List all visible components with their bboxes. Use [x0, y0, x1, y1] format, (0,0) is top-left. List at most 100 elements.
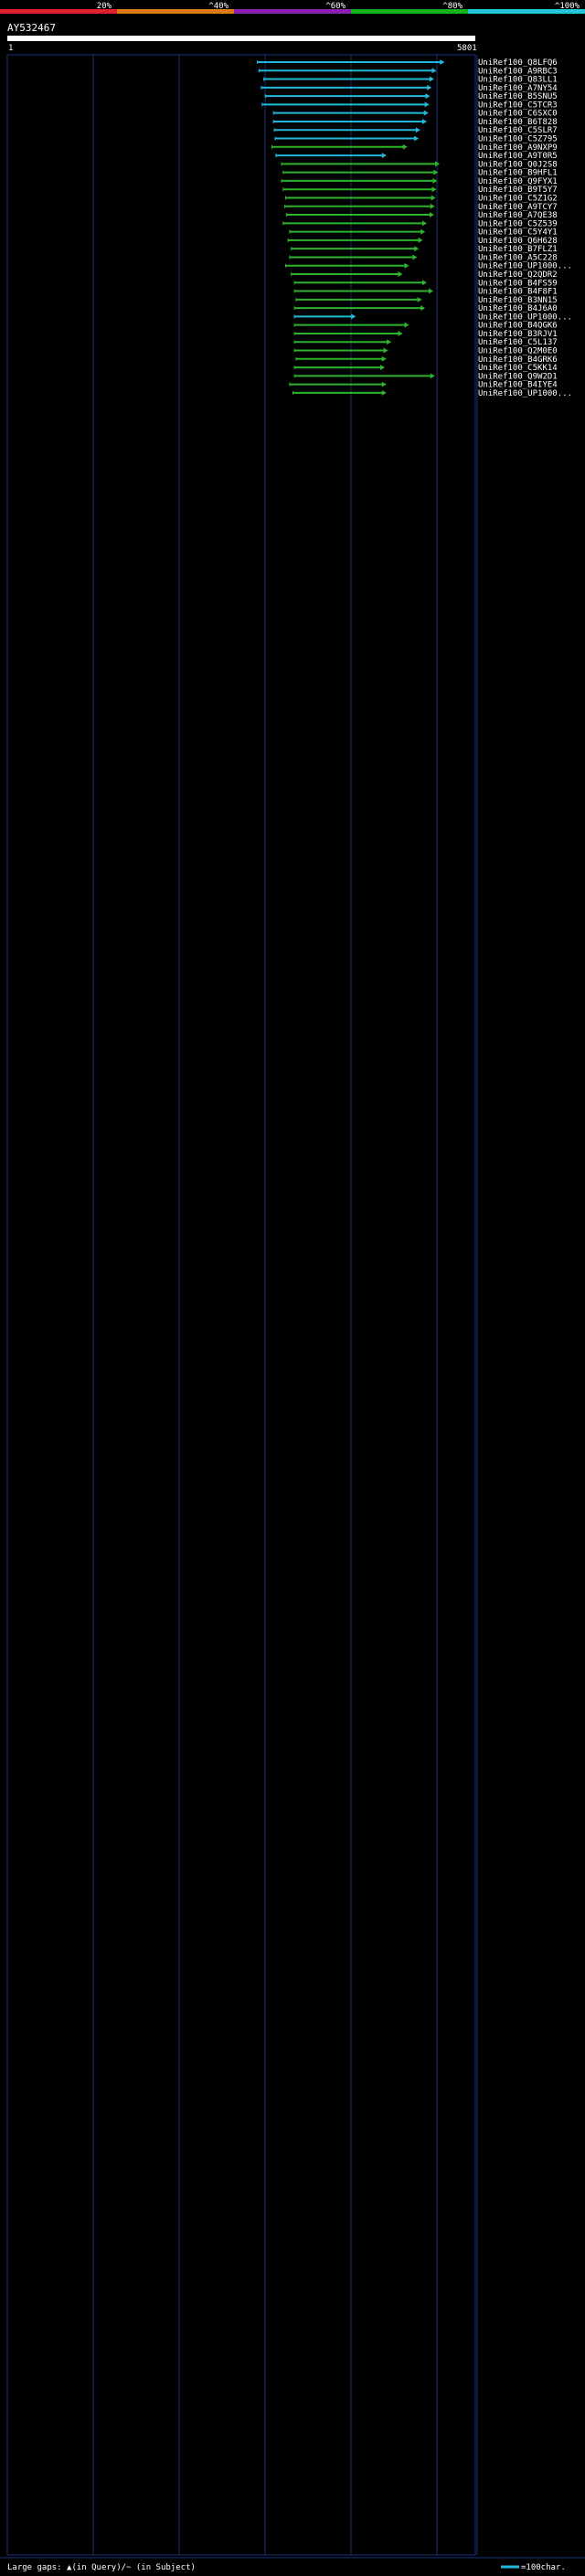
- hit-row: UniRef100_C5Z1G2: [284, 194, 558, 203]
- hit-label[interactable]: UniRef100_Q2QDR2: [478, 270, 558, 280]
- hit-label[interactable]: UniRef100_A9TCY7: [478, 203, 558, 212]
- hit-row: UniRef100_Q83LL1: [263, 76, 558, 85]
- hit-arrowhead: [412, 254, 418, 260]
- hit-row: UniRef100_A9NXP9: [271, 143, 558, 153]
- hit-row: UniRef100_B7FLZ1: [291, 245, 558, 254]
- hit-label[interactable]: UniRef100_B4QGK6: [478, 322, 558, 331]
- frame-border: [6, 54, 476, 2556]
- hit-label[interactable]: UniRef100_C6SXC0: [478, 110, 558, 119]
- hit-label[interactable]: UniRef100_A9NXP9: [478, 143, 558, 153]
- hit-arrowhead: [431, 68, 437, 74]
- hit-label[interactable]: UniRef100_C5Y4Y1: [478, 228, 558, 238]
- hit-label[interactable]: UniRef100_B9HFL1: [478, 169, 558, 178]
- hit-row: UniRef100_C5L137: [293, 338, 558, 347]
- hit-row: UniRef100_UP1000...: [284, 262, 572, 271]
- hit-arrowhead: [421, 220, 427, 227]
- identity-scale-bar: [0, 9, 585, 14]
- hit-row: UniRef100_Q0J2S8: [281, 160, 558, 169]
- hit-list: UniRef100_Q8LFQ6UniRef100_A9RBC3UniRef10…: [257, 58, 572, 398]
- hit-label[interactable]: UniRef100_Q0J2S8: [478, 160, 558, 169]
- hit-label[interactable]: UniRef100_A9T0R5: [478, 152, 558, 161]
- hit-arrowhead: [430, 373, 435, 379]
- hit-row: UniRef100_C5SLR7: [273, 126, 558, 135]
- hit-arrowhead: [431, 186, 437, 193]
- hit-label[interactable]: UniRef100_Q2M0E0: [478, 347, 558, 356]
- scale-tick-label: ^40%: [208, 2, 229, 11]
- legend-gaps: Large gaps: ▲(in Query)/~ (in Subject): [7, 2563, 196, 2572]
- hit-row: UniRef100_B9T5Y7: [282, 186, 558, 195]
- hit-label[interactable]: UniRef100_C5SLR7: [478, 126, 558, 135]
- hit-arrowhead: [402, 143, 408, 150]
- hit-row: UniRef100_C5Y4Y1: [289, 228, 558, 238]
- hit-label[interactable]: UniRef100_C5Z539: [478, 219, 558, 228]
- hit-label[interactable]: UniRef100_B4IYE4: [478, 381, 558, 390]
- hit-label[interactable]: UniRef100_A9RBC3: [478, 67, 558, 76]
- hit-label[interactable]: UniRef100_B7FLZ1: [478, 245, 558, 254]
- hit-label[interactable]: UniRef100_C5KK14: [478, 364, 558, 373]
- hit-row: UniRef100_B5SNU5: [264, 92, 558, 101]
- hit-row: UniRef100_C5Z539: [282, 219, 558, 228]
- hit-label[interactable]: UniRef100_Q6H628: [478, 237, 558, 246]
- hit-arrowhead: [404, 262, 410, 269]
- hit-label[interactable]: UniRef100_B6T828: [478, 118, 558, 127]
- hit-label[interactable]: UniRef100_UP1000...: [478, 313, 572, 322]
- hit-label[interactable]: UniRef100_Q9FYX1: [478, 177, 558, 186]
- scale-segment: [234, 9, 351, 14]
- hit-label[interactable]: UniRef100_A5C228: [478, 253, 558, 262]
- query-end: 5801: [457, 44, 477, 53]
- hit-label[interactable]: UniRef100_UP1000...: [478, 262, 572, 271]
- hit-arrowhead: [427, 84, 432, 90]
- plot-frame: [6, 54, 478, 2556]
- scale-segment: [468, 9, 585, 14]
- hit-label[interactable]: UniRef100_Q9W2D1: [478, 372, 558, 381]
- hit-label[interactable]: UniRef100_A7QE38: [478, 211, 558, 220]
- query-start: 1: [8, 44, 13, 53]
- hit-arrowhead: [420, 305, 426, 312]
- hit-label[interactable]: UniRef100_B4FS59: [478, 279, 558, 288]
- hit-label[interactable]: UniRef100_B9T5Y7: [478, 186, 558, 195]
- hit-row: UniRef100_A9T0R5: [275, 152, 558, 161]
- hit-label[interactable]: UniRef100_UP1000...: [478, 389, 572, 398]
- scale-tick-label: 20%: [97, 2, 112, 11]
- hit-arrowhead: [429, 76, 434, 82]
- hit-row: UniRef100_Q9FYX1: [281, 177, 558, 186]
- hit-label[interactable]: UniRef100_C5Z1G2: [478, 194, 558, 203]
- hit-label[interactable]: UniRef100_Q8LFQ6: [478, 58, 558, 68]
- hit-arrowhead: [431, 195, 436, 201]
- hit-label[interactable]: UniRef100_C5Z795: [478, 135, 558, 144]
- scale-segment: [351, 9, 468, 14]
- hit-row: UniRef100_B4J6A0: [293, 304, 558, 313]
- hit-arrowhead: [424, 101, 430, 108]
- query-name[interactable]: AY532467: [7, 22, 56, 34]
- scale-segment: [0, 9, 117, 14]
- hit-row: UniRef100_C5KK14: [293, 364, 558, 373]
- hit-row: UniRef100_B6T828: [272, 118, 558, 127]
- hit-label[interactable]: UniRef100_Q83LL1: [478, 76, 558, 85]
- hit-row: UniRef100_B4FS59: [293, 279, 558, 288]
- hit-label[interactable]: UniRef100_B4J6A0: [478, 304, 558, 313]
- hit-arrowhead: [414, 246, 420, 252]
- hit-row: UniRef100_C5TCR3: [261, 101, 558, 110]
- hit-label[interactable]: UniRef100_C5L137: [478, 338, 558, 347]
- identity-scale-labels: 20% ^40% ^60% ^80% ^100%: [97, 2, 580, 11]
- hit-arrowhead: [417, 296, 422, 302]
- hit-row: UniRef100_B3NN15: [295, 296, 558, 305]
- hit-arrowhead: [414, 135, 420, 142]
- hit-row: UniRef100_B4F8F1: [293, 288, 558, 297]
- hit-label[interactable]: UniRef100_C5TCR3: [478, 101, 558, 110]
- hit-arrowhead: [430, 203, 435, 209]
- hit-row: UniRef100_UP1000...: [292, 389, 572, 398]
- hit-label[interactable]: UniRef100_B3RJV1: [478, 330, 558, 339]
- hit-row: UniRef100_Q9W2D1: [293, 372, 558, 381]
- hit-arrowhead: [418, 237, 423, 243]
- hit-label[interactable]: UniRef100_B3NN15: [478, 296, 558, 305]
- hit-arrowhead: [404, 322, 410, 328]
- hit-label[interactable]: UniRef100_B4GRK6: [478, 355, 558, 365]
- hit-label[interactable]: UniRef100_A7NY54: [478, 84, 558, 93]
- hit-row: UniRef100_Q2QDR2: [291, 270, 558, 280]
- hit-label[interactable]: UniRef100_B4F8F1: [478, 288, 558, 297]
- hit-arrowhead: [440, 59, 445, 65]
- hit-arrowhead: [423, 110, 429, 116]
- hit-row: UniRef100_Q6H628: [287, 237, 558, 246]
- hit-label[interactable]: UniRef100_B5SNU5: [478, 92, 558, 101]
